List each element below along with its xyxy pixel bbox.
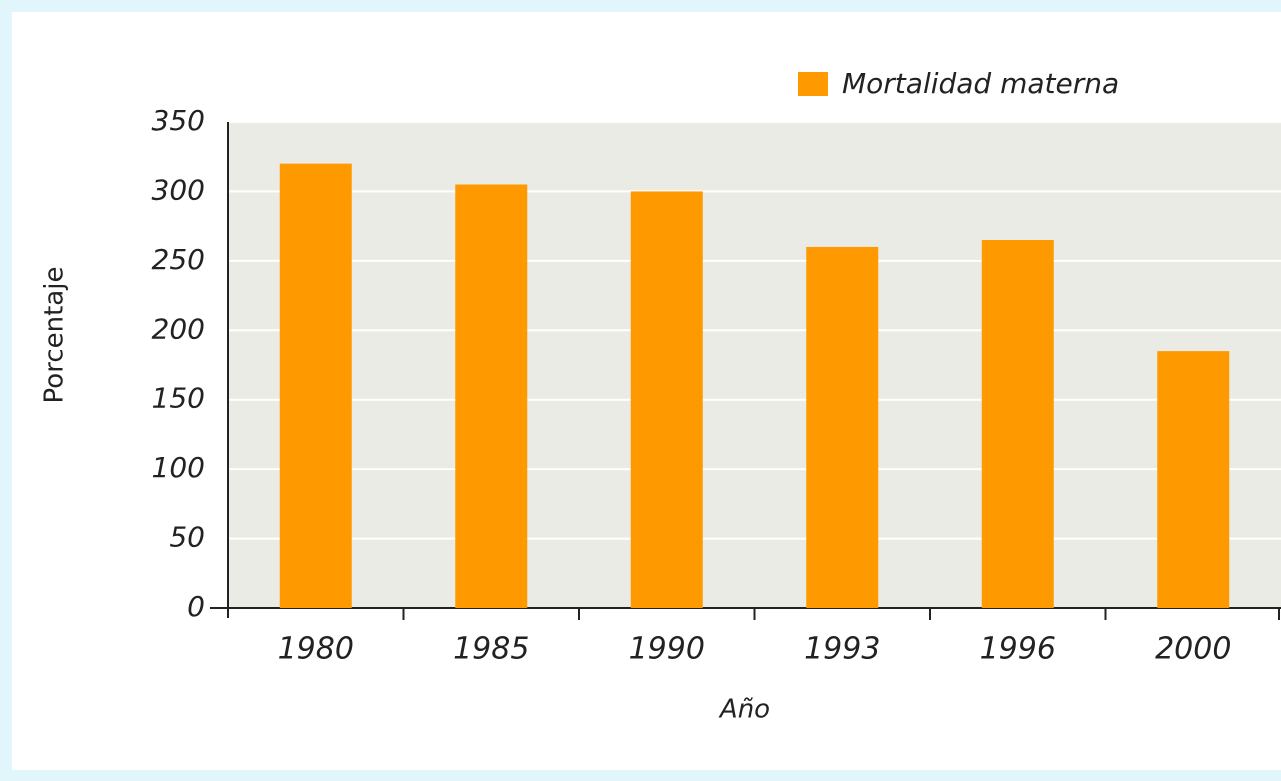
y-tick-label: 150 bbox=[152, 382, 205, 415]
bar bbox=[630, 191, 703, 608]
y-tick-label: 350 bbox=[152, 104, 205, 137]
bar bbox=[279, 163, 352, 608]
bar bbox=[806, 246, 879, 608]
y-tick-label: 300 bbox=[152, 173, 205, 206]
x-tick-label: 2000 bbox=[1155, 632, 1231, 667]
y-axis-label: Porcentaje bbox=[40, 267, 70, 404]
y-tick-label: 200 bbox=[152, 312, 205, 345]
bar bbox=[981, 240, 1054, 608]
y-tick-label: 100 bbox=[152, 451, 205, 484]
x-tick-label: 1980 bbox=[278, 632, 354, 667]
plot-area bbox=[228, 122, 1281, 608]
x-tick-label: 1990 bbox=[629, 632, 705, 667]
legend-label: Mortalidad materna bbox=[842, 67, 1119, 100]
y-tick-label: 250 bbox=[152, 243, 205, 276]
x-tick-label: 1993 bbox=[804, 632, 880, 667]
x-tick-label: 1985 bbox=[453, 632, 529, 667]
x-tick-label: 1996 bbox=[980, 632, 1056, 667]
bar bbox=[1157, 351, 1230, 608]
bar bbox=[455, 184, 528, 608]
x-axis-label: Año bbox=[718, 695, 770, 725]
y-tick-label: 0 bbox=[187, 590, 205, 623]
y-tick-label: 50 bbox=[169, 521, 205, 554]
legend-swatch bbox=[798, 72, 828, 96]
